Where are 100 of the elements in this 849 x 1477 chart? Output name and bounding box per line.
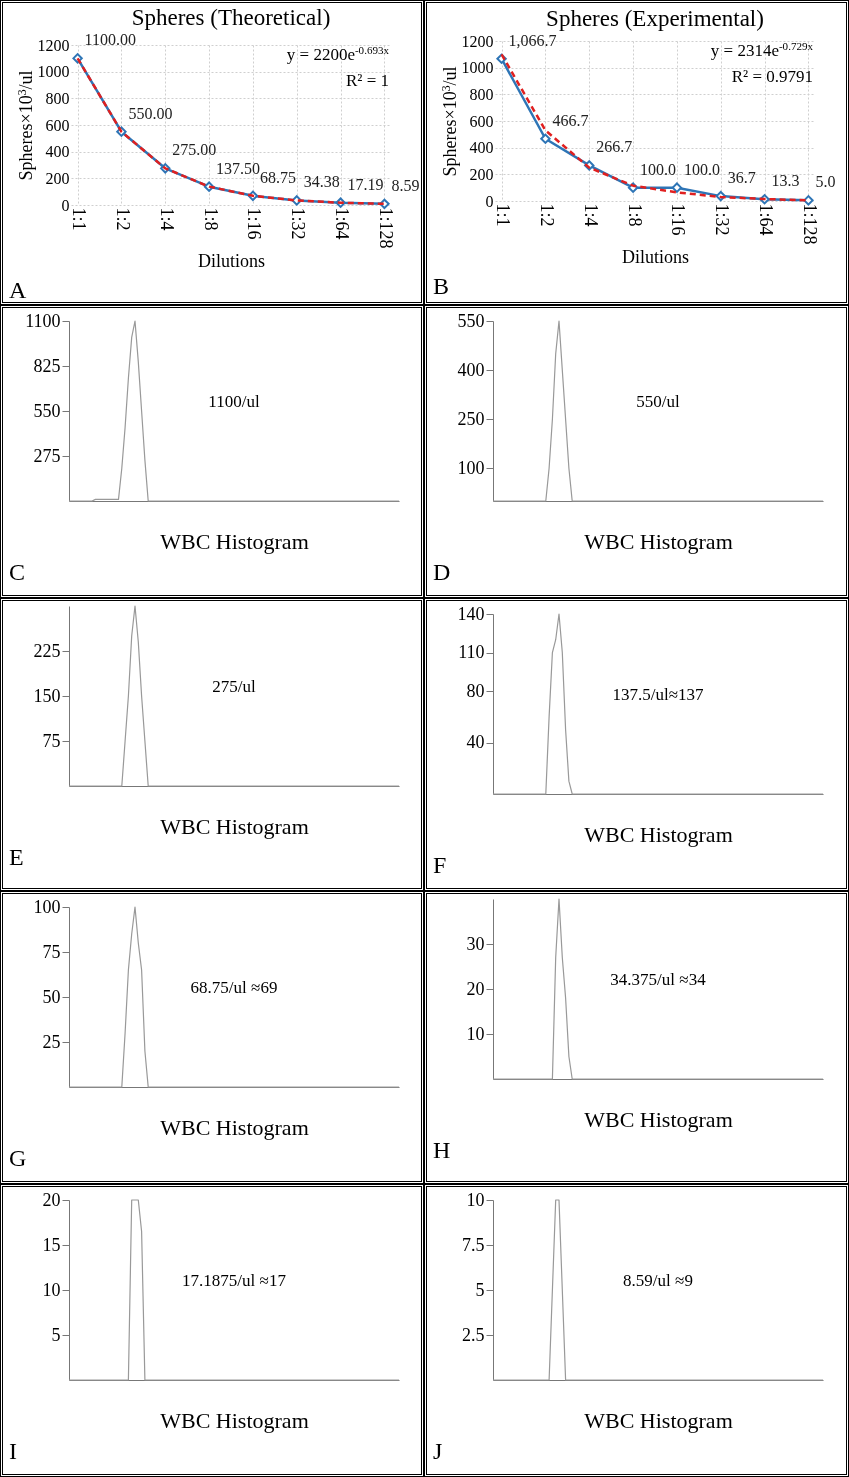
x-tick-label: 1:128 xyxy=(375,207,396,249)
y-tick-label: 10 xyxy=(466,1189,485,1210)
x-tick-label: 1:4 xyxy=(156,207,177,231)
y-tick-label: 150 xyxy=(33,685,61,706)
data-label: 68.75 xyxy=(259,168,296,186)
y-tick-label: 140 xyxy=(457,603,485,624)
x-tick-label: 1:64 xyxy=(756,203,777,236)
data-label: 13.3 xyxy=(771,172,800,190)
data-label: 8.59 xyxy=(391,176,420,194)
chart-title: Spheres (Theoretical) xyxy=(131,5,331,31)
x-tick-label: 1:128 xyxy=(799,203,820,245)
data-label: 1100.00 xyxy=(84,31,136,49)
y-tick-label: 1200 xyxy=(37,36,70,54)
text: B xyxy=(433,273,450,299)
x-axis-title: Dilutions xyxy=(621,246,690,267)
x-tick-label: 1:16 xyxy=(668,203,689,236)
x-tick-label: 1:1 xyxy=(69,207,90,231)
y-tick-label: 0 xyxy=(61,196,70,214)
y-tick-label: 400 xyxy=(45,143,70,161)
text: D xyxy=(433,559,451,585)
y-tick-label: 600 xyxy=(45,116,70,134)
y-tick-label: 200 xyxy=(469,165,494,183)
y-tick-label: 110 xyxy=(458,642,485,663)
y-tick-label: 550 xyxy=(457,310,485,331)
annotation: 137.5/ul≈137 xyxy=(612,685,705,704)
y-tick-label: 400 xyxy=(469,139,494,157)
data-label: 36.7 xyxy=(727,169,756,187)
y-tick-label: 20 xyxy=(466,978,485,999)
y-tick-label: 2.5 xyxy=(462,1324,485,1345)
x-tick-label: 1:64 xyxy=(332,207,353,240)
y-tick-label: 825 xyxy=(33,355,61,376)
data-label: 100.0 xyxy=(640,160,677,178)
y-tick-label: 400 xyxy=(457,359,485,380)
x-axis-title: WBC Histogram xyxy=(160,1407,309,1433)
annotation: 275/ul xyxy=(212,677,256,696)
y-tick-label: 600 xyxy=(469,112,494,130)
annotation: 34.375/ul ≈34 xyxy=(610,970,707,989)
point xyxy=(540,133,551,144)
annotation: y = 2314e$^{-0.729x}$ xyxy=(710,40,814,60)
x-axis-title: WBC Histogram xyxy=(584,1407,733,1433)
annotation: y = 2200e$^{-0.693x}$ xyxy=(286,44,390,64)
y-tick-label: 1000 xyxy=(37,63,70,81)
point xyxy=(671,182,683,193)
y-tick-label: 15 xyxy=(42,1234,61,1255)
y-tick-label: 7.5 xyxy=(462,1234,485,1255)
data-label: 17.19 xyxy=(347,175,384,193)
y-tick-label: 1000 xyxy=(461,59,494,77)
y-tick-label: 250 xyxy=(457,408,485,429)
x-tick-label: 1:8 xyxy=(624,203,645,227)
x-tick-label: 1:32 xyxy=(288,207,309,240)
data-label: 137.50 xyxy=(216,159,261,177)
data-label: 5.0 xyxy=(815,173,836,191)
y-tick-label: 25 xyxy=(42,1031,61,1052)
x-tick-label: 1:16 xyxy=(244,207,265,240)
y-tick-label: 80 xyxy=(466,680,485,701)
x-tick-label: 1:2 xyxy=(536,203,557,227)
data-label: 34.38 xyxy=(303,173,340,191)
y-tick-label: 5 xyxy=(51,1324,61,1345)
text: G xyxy=(9,1145,27,1171)
x-axis-title: WBC Histogram xyxy=(584,821,733,847)
y-tick-label: 0 xyxy=(485,192,494,210)
data-label: 100.0 xyxy=(683,160,720,178)
y-tick-label: 50 xyxy=(42,986,61,1007)
data-label: 266.7 xyxy=(596,138,633,156)
text: F xyxy=(433,852,447,878)
text: C xyxy=(9,559,26,585)
y-tick-label: 200 xyxy=(45,169,70,187)
annotation: R² = 1 xyxy=(345,71,389,90)
y-tick-label: 1200 xyxy=(461,32,494,50)
y-tick-label: 100 xyxy=(33,896,61,917)
x-axis-title: WBC Histogram xyxy=(160,813,309,839)
text: E xyxy=(9,844,24,870)
y-tick-label: 40 xyxy=(466,732,485,753)
annotation: 68.75/ul ≈69 xyxy=(190,978,278,997)
x-tick-label: 1:2 xyxy=(112,207,133,231)
x-axis-title: WBC Histogram xyxy=(584,1106,733,1132)
line-series xyxy=(492,898,824,1080)
line-series xyxy=(68,605,400,787)
y-tick-label: 225 xyxy=(33,640,61,661)
y-tick-label: 75 xyxy=(42,730,61,751)
x-tick-label: 1:8 xyxy=(200,207,221,231)
y-tick-label: 550 xyxy=(33,400,61,421)
point xyxy=(803,195,814,206)
annotation: R² = 0.9791 xyxy=(731,67,813,86)
y-tick-label: 800 xyxy=(469,85,494,103)
chart-title: Spheres (Experimental) xyxy=(546,5,764,31)
y-tick-label: 275 xyxy=(33,445,61,466)
x-axis-title: Dilutions xyxy=(197,250,266,271)
y-tick-label: 5 xyxy=(475,1279,485,1300)
data-label: 275.00 xyxy=(172,141,217,159)
annotation: 550/ul xyxy=(636,392,680,411)
data-label: 550.00 xyxy=(128,104,173,122)
annotation: 17.1875/ul ≈17 xyxy=(182,1271,287,1290)
x-axis-title: WBC Histogram xyxy=(160,528,309,554)
annotation: 8.59/ul ≈9 xyxy=(623,1271,693,1290)
annotation: 1100/ul xyxy=(208,392,260,411)
y-tick-label: 75 xyxy=(42,941,61,962)
x-tick-label: 1:1 xyxy=(493,203,514,227)
data-label: 1,066.7 xyxy=(508,31,557,49)
y-tick-label: 800 xyxy=(45,89,70,107)
